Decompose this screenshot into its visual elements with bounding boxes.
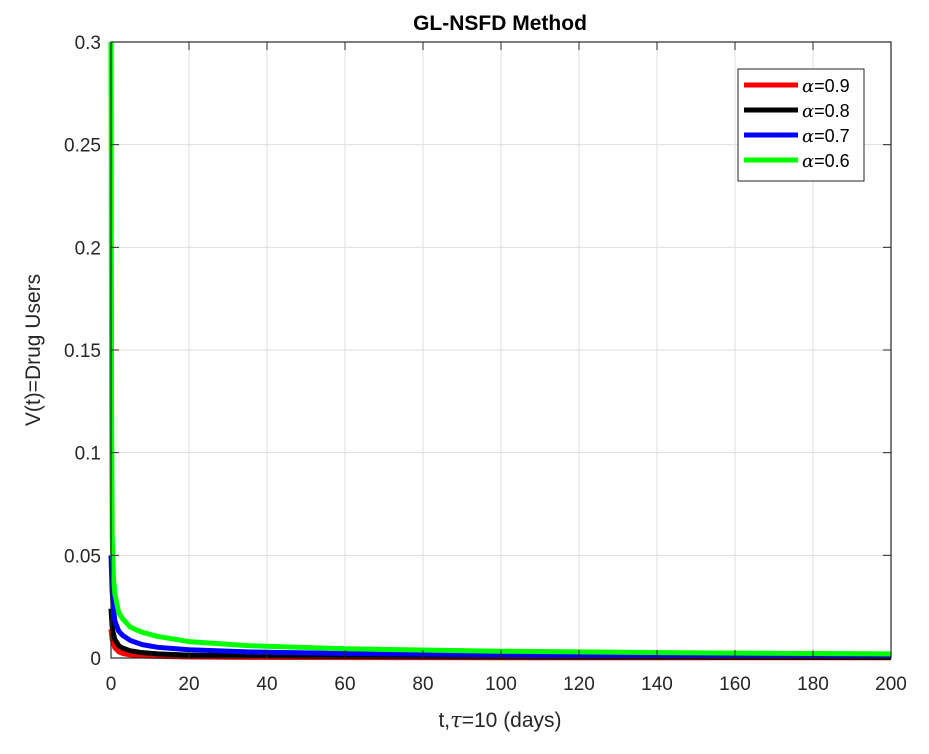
chart-title: GL-NSFD Method bbox=[413, 12, 587, 35]
legend-label: =0.8 bbox=[814, 101, 850, 121]
x-axis-label-symbol: τ bbox=[450, 708, 462, 732]
y-tick-label: 0.05 bbox=[64, 546, 101, 567]
legend: α=0.9α=0.8α=0.7α=0.6 bbox=[737, 68, 865, 182]
x-tick-label: 160 bbox=[719, 674, 751, 695]
legend-label: =0.7 bbox=[814, 126, 850, 146]
y-tick-label: 0.3 bbox=[75, 33, 101, 54]
y-tick-label: 0.15 bbox=[64, 341, 101, 362]
x-tick-label: 40 bbox=[256, 674, 277, 695]
y-tick-labels: 0 0.05 0.1 0.15 0.2 0.25 0.3 bbox=[64, 33, 101, 670]
ticks bbox=[110, 41, 892, 659]
legend-entry-1: α=0.9 bbox=[802, 76, 850, 97]
x-axis-label: t,τ=10 (days) bbox=[438, 708, 561, 732]
legend-label: =0.9 bbox=[814, 76, 850, 96]
x-tick-label: 140 bbox=[641, 674, 673, 695]
y-tick-label: 0.25 bbox=[64, 136, 101, 157]
x-tick-label: 20 bbox=[178, 674, 199, 695]
x-tick-label: 80 bbox=[412, 674, 433, 695]
x-tick-label: 200 bbox=[875, 674, 907, 695]
legend-symbol: α bbox=[802, 76, 814, 97]
y-tick-label: 0.1 bbox=[75, 444, 101, 465]
legend-entry-2: α=0.8 bbox=[802, 101, 850, 122]
x-tick-label: 120 bbox=[563, 674, 595, 695]
legend-entry-3: α=0.7 bbox=[802, 126, 850, 147]
legend-label: =0.6 bbox=[814, 151, 850, 171]
x-tick-labels: 0 20 40 60 80 100 120 140 160 180 200 bbox=[106, 674, 907, 695]
x-tick-label: 100 bbox=[485, 674, 517, 695]
x-tick-label: 0 bbox=[106, 674, 117, 695]
legend-symbol: α bbox=[802, 101, 814, 122]
x-tick-label: 180 bbox=[797, 674, 829, 695]
legend-symbol: α bbox=[802, 151, 814, 172]
x-tick-label: 60 bbox=[334, 674, 355, 695]
x-axis-label-prefix: t, bbox=[438, 709, 450, 732]
legend-symbol: α bbox=[802, 126, 814, 147]
series-line-3 bbox=[108, 555, 892, 659]
legend-entry-4: α=0.6 bbox=[802, 151, 850, 172]
x-axis-label-suffix: =10 (days) bbox=[462, 709, 562, 732]
y-axis-label: V(t)=Drug Users bbox=[22, 274, 45, 426]
y-tick-label: 0.2 bbox=[75, 238, 101, 259]
y-tick-label: 0 bbox=[90, 649, 101, 670]
series-line-2 bbox=[108, 608, 892, 660]
